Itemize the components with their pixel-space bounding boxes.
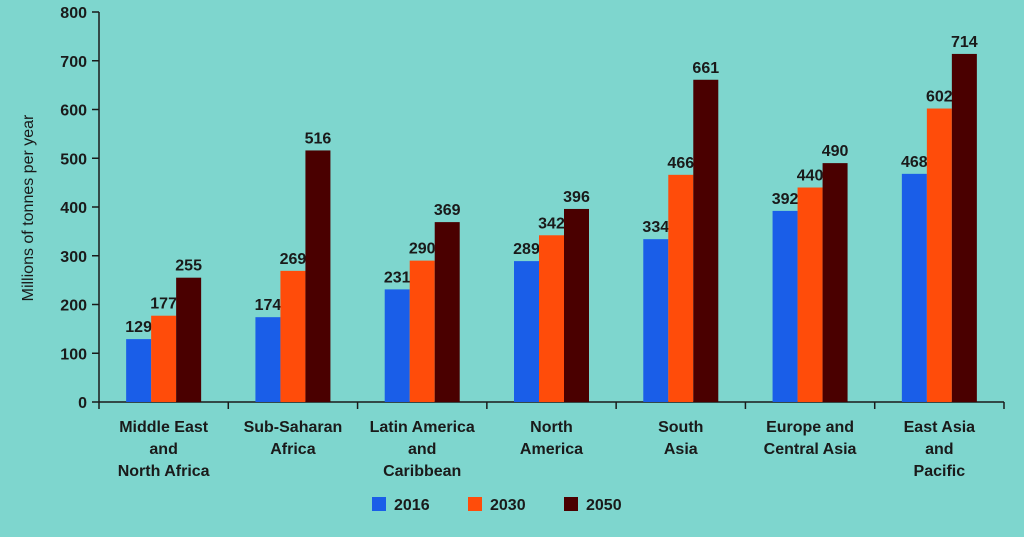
y-tick-label: 700 (60, 54, 87, 71)
data-label: 466 (667, 155, 694, 172)
x-category-label-line: Africa (270, 441, 315, 458)
legend: 2016 2030 2050 (372, 497, 622, 514)
data-label: 440 (797, 168, 824, 185)
bar-2016 (901, 173, 927, 402)
bar-2030 (409, 260, 435, 402)
data-label: 231 (384, 269, 411, 286)
data-label: 255 (175, 258, 202, 275)
x-category-label: Latin America and Caribbean (370, 419, 475, 480)
plot-area: 0 100 200 300 400 500 600 700 800 129 177 255 Middle… (60, 5, 1005, 480)
bar-2050 (822, 163, 848, 402)
bar-2050 (951, 53, 977, 403)
x-category-label-line: Central Asia (764, 441, 857, 458)
x-category-label-line: Pacific (914, 463, 966, 480)
bar-2016 (643, 239, 669, 402)
bar-2050 (564, 208, 589, 402)
legend-label-2030: 2030 (490, 497, 526, 514)
data-label: 342 (538, 215, 565, 232)
data-label: 396 (563, 189, 590, 206)
bar-2030 (280, 270, 306, 402)
x-category-label-line: Latin America (370, 419, 475, 436)
bar-2030 (668, 174, 694, 402)
data-label: 290 (409, 241, 436, 258)
y-tick-label: 400 (60, 200, 87, 217)
data-label: 490 (822, 143, 849, 160)
bar-2016 (514, 261, 539, 402)
bar-2030 (151, 315, 177, 402)
x-category-label-line: Sub-Saharan (244, 419, 343, 436)
bar-2016 (384, 289, 410, 402)
data-label: 174 (255, 297, 282, 314)
x-category-label-line: North Africa (118, 463, 210, 480)
x-category-label-line: Europe and (766, 419, 854, 436)
x-category-label-line: North (530, 419, 573, 436)
legend-swatch-2030 (468, 497, 482, 511)
data-label: 289 (513, 241, 540, 258)
legend-label-2050: 2050 (586, 497, 622, 514)
data-label: 602 (926, 89, 953, 106)
x-category-label: Middle East and North Africa (118, 419, 210, 480)
legend-swatch-2050 (564, 497, 578, 511)
bar-2030 (539, 235, 564, 402)
data-label: 661 (692, 60, 719, 77)
bar-2050 (176, 277, 202, 402)
y-tick-label: 800 (60, 5, 87, 22)
x-category-label: Sub-Saharan Africa (244, 419, 343, 458)
y-tick-label: 300 (60, 249, 87, 266)
data-label: 269 (280, 251, 307, 268)
x-category-label-line: and (149, 441, 177, 458)
bar-2016 (772, 210, 798, 402)
x-category-label: North America (520, 419, 583, 458)
x-category-label-line: and (408, 441, 436, 458)
x-category-label: Europe and Central Asia (764, 419, 857, 458)
data-label: 334 (642, 219, 669, 236)
y-tick-label: 0 (78, 395, 87, 412)
y-tick-label: 500 (60, 151, 87, 168)
bar-2016 (126, 339, 152, 402)
x-category-label-line: East Asia (904, 419, 976, 436)
x-category-label-line: South (658, 419, 703, 436)
y-tick-label: 200 (60, 298, 87, 315)
data-label: 129 (125, 319, 152, 336)
data-label: 516 (305, 130, 332, 147)
y-axis-title: Millions of tonnes per year (20, 114, 37, 301)
x-category-label-line: and (925, 441, 953, 458)
data-label: 369 (434, 202, 461, 219)
bar-2016 (255, 317, 281, 402)
data-label: 392 (772, 191, 799, 208)
x-category-label: South Asia (658, 419, 703, 458)
x-category-label: East Asia and Pacific (904, 419, 976, 480)
data-label: 714 (951, 34, 978, 51)
x-category-label-line: Middle East (119, 419, 209, 436)
x-category-label-line: America (520, 441, 583, 458)
y-tick-label: 100 (60, 346, 87, 363)
legend-label-2016: 2016 (394, 497, 430, 514)
data-label: 177 (150, 296, 177, 313)
legend-swatch-2016 (372, 497, 386, 511)
x-category-label-line: Asia (664, 441, 698, 458)
bar-2030 (926, 108, 952, 403)
y-tick-label: 600 (60, 103, 87, 120)
bar-2030 (797, 187, 823, 402)
bar-2050 (305, 150, 331, 402)
bar-2050 (434, 222, 460, 402)
data-label: 468 (901, 154, 928, 171)
bar-2050 (693, 79, 719, 402)
x-category-label-line: Caribbean (383, 463, 461, 480)
